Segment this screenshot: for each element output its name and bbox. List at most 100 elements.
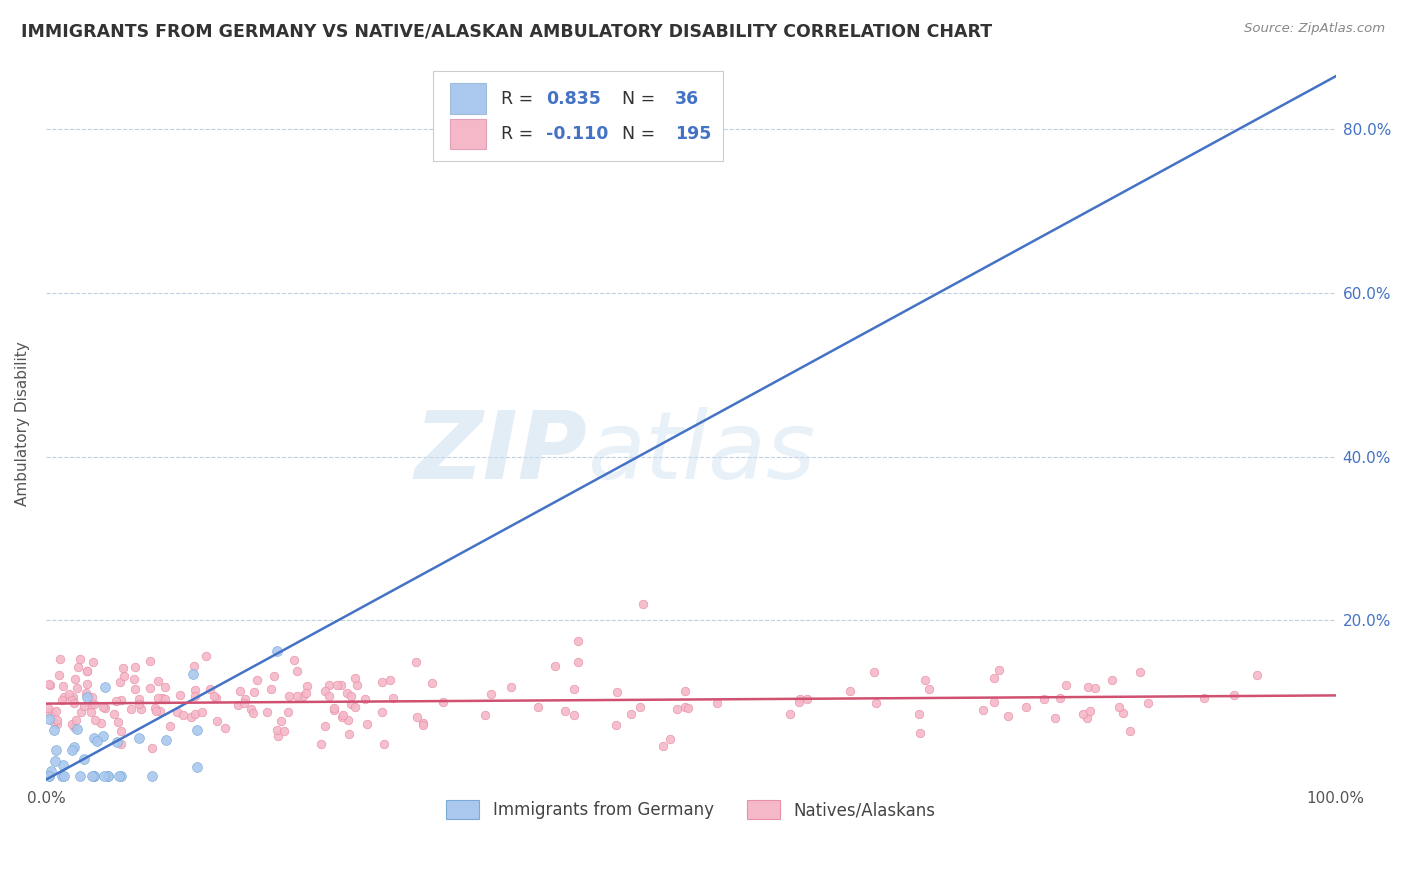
Point bbox=[914, 673, 936, 687]
Point bbox=[314, 683, 336, 698]
Point bbox=[562, 681, 585, 696]
Point bbox=[263, 669, 285, 683]
Point bbox=[104, 694, 127, 708]
Point bbox=[343, 700, 366, 714]
Point bbox=[108, 674, 131, 689]
Point bbox=[318, 677, 340, 691]
Point bbox=[205, 690, 228, 705]
Point bbox=[80, 698, 103, 713]
Text: ZIP: ZIP bbox=[415, 407, 588, 499]
Point bbox=[110, 692, 132, 706]
Point bbox=[330, 677, 353, 691]
Point bbox=[94, 680, 117, 694]
Point bbox=[474, 707, 496, 722]
Point bbox=[52, 768, 75, 782]
Point bbox=[39, 764, 62, 779]
Point bbox=[322, 702, 344, 716]
Point bbox=[344, 671, 367, 685]
Point bbox=[86, 733, 108, 747]
Point bbox=[266, 643, 288, 657]
Point bbox=[1246, 667, 1268, 681]
Point bbox=[93, 768, 115, 782]
Point bbox=[139, 681, 162, 695]
Point bbox=[673, 684, 696, 698]
Point bbox=[186, 760, 208, 774]
Point bbox=[277, 705, 299, 719]
Text: N =: N = bbox=[610, 89, 661, 108]
Point bbox=[145, 704, 167, 718]
Point bbox=[420, 676, 443, 690]
Point bbox=[371, 674, 394, 689]
Point bbox=[1077, 680, 1099, 694]
Point bbox=[779, 706, 801, 721]
Point bbox=[373, 737, 395, 751]
Point bbox=[83, 768, 105, 782]
Point bbox=[628, 699, 651, 714]
Point bbox=[356, 716, 378, 731]
Point bbox=[83, 731, 105, 746]
Point bbox=[346, 677, 368, 691]
Point bbox=[260, 682, 283, 697]
Point bbox=[501, 681, 523, 695]
Point bbox=[232, 697, 254, 711]
Point bbox=[266, 723, 288, 738]
Point bbox=[38, 712, 60, 726]
Point bbox=[226, 698, 249, 712]
Point bbox=[75, 686, 97, 700]
Point bbox=[1129, 665, 1152, 679]
Point bbox=[186, 723, 208, 737]
Point bbox=[48, 668, 70, 682]
Point bbox=[110, 737, 132, 751]
Point bbox=[155, 733, 177, 747]
Point bbox=[1049, 691, 1071, 706]
Point bbox=[76, 664, 98, 678]
Point bbox=[291, 689, 314, 703]
Point bbox=[325, 678, 347, 692]
Point bbox=[277, 689, 299, 703]
Point bbox=[1076, 711, 1098, 725]
Point bbox=[229, 684, 252, 698]
Point bbox=[380, 673, 402, 687]
Point bbox=[190, 705, 212, 719]
Point bbox=[195, 648, 218, 663]
Text: R =: R = bbox=[501, 89, 538, 108]
Point bbox=[63, 696, 86, 710]
Legend: Immigrants from Germany, Natives/Alaskans: Immigrants from Germany, Natives/Alaskan… bbox=[439, 793, 942, 826]
Point bbox=[332, 707, 354, 722]
Text: -0.110: -0.110 bbox=[547, 125, 609, 143]
Point bbox=[183, 683, 205, 698]
Point bbox=[997, 709, 1019, 723]
Point bbox=[166, 705, 188, 719]
Point bbox=[65, 722, 87, 736]
Point bbox=[337, 727, 360, 741]
Point bbox=[73, 752, 96, 766]
Point bbox=[73, 698, 96, 713]
Point bbox=[69, 652, 91, 666]
Point bbox=[239, 702, 262, 716]
Point bbox=[91, 729, 114, 743]
Point bbox=[141, 740, 163, 755]
Point bbox=[314, 719, 336, 733]
Point bbox=[865, 696, 887, 710]
Point bbox=[76, 677, 98, 691]
Point bbox=[1192, 690, 1215, 705]
Point bbox=[97, 768, 120, 782]
Point bbox=[283, 653, 305, 667]
Point bbox=[49, 652, 72, 666]
Point bbox=[1033, 691, 1056, 706]
Point bbox=[285, 664, 308, 678]
Point bbox=[46, 716, 69, 731]
Point bbox=[39, 678, 62, 692]
Point bbox=[128, 731, 150, 745]
Text: 195: 195 bbox=[675, 125, 711, 143]
Point bbox=[60, 743, 83, 757]
Point bbox=[673, 700, 696, 714]
Point bbox=[131, 702, 153, 716]
Point bbox=[554, 704, 576, 718]
Point bbox=[605, 717, 627, 731]
Point bbox=[105, 734, 128, 748]
Point bbox=[45, 704, 67, 718]
Point bbox=[706, 697, 728, 711]
Point bbox=[150, 691, 173, 706]
Point bbox=[94, 700, 117, 714]
